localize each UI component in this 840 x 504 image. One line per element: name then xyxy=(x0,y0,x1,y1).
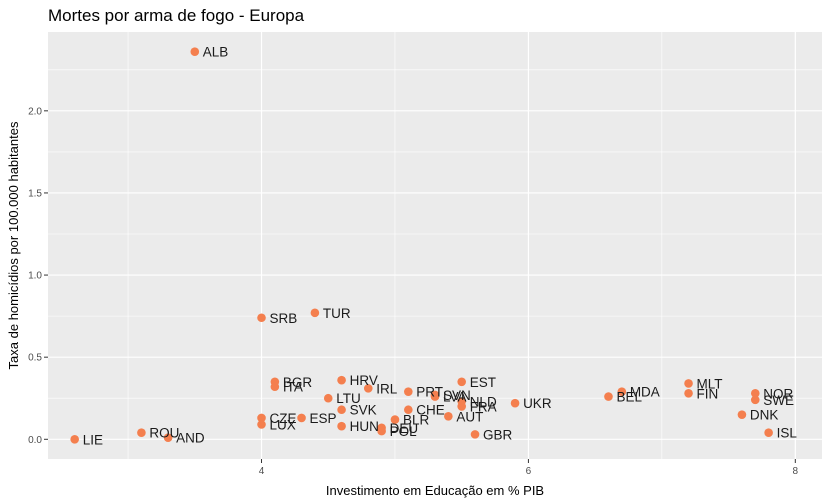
data-point-and xyxy=(163,433,173,442)
data-points xyxy=(70,47,773,444)
data-point-svk xyxy=(337,405,346,415)
point-label-aut: AUT xyxy=(456,409,483,424)
data-point-blr xyxy=(390,415,400,424)
point-label-svk: SVK xyxy=(350,403,377,418)
data-point-mda xyxy=(617,387,627,396)
point-label-mlt: MLT xyxy=(697,376,723,391)
data-point-esp xyxy=(297,413,306,423)
point-label-che: CHE xyxy=(416,403,445,418)
point-label-nor: NOR xyxy=(763,386,793,401)
minor-gridlines xyxy=(48,32,822,459)
point-label-and: AND xyxy=(176,431,205,446)
data-point-tur xyxy=(310,308,320,318)
data-point-ita xyxy=(270,382,280,392)
point-label-gbr: GBR xyxy=(483,427,513,442)
data-point-lva xyxy=(430,392,440,401)
data-point-irl xyxy=(363,384,373,393)
x-tick-label: 6 xyxy=(526,466,532,477)
chart-title: Mortes por arma de fogo - Europa xyxy=(48,6,305,25)
data-point-hun xyxy=(337,421,346,431)
point-label-nld: NLD xyxy=(470,395,497,410)
point-label-deu: DEU xyxy=(390,421,419,436)
data-point-che xyxy=(404,405,413,415)
point-label-swe: SWE xyxy=(763,393,794,408)
y-axis-title: Taxa de homicídios por 100.000 habitante… xyxy=(6,121,21,369)
data-point-fra xyxy=(457,402,466,411)
x-tick-label: 4 xyxy=(259,466,265,477)
point-label-irl: IRL xyxy=(376,381,398,396)
data-point-pol xyxy=(377,426,386,436)
y-tick-label: 0.0 xyxy=(28,435,42,446)
point-label-hrv: HRV xyxy=(350,373,378,388)
data-point-swe xyxy=(750,395,760,405)
y-tick-label: 2.0 xyxy=(28,106,42,117)
point-label-svn: SVN xyxy=(443,388,471,403)
y-tick-label: 1.0 xyxy=(28,271,42,282)
point-label-alb: ALB xyxy=(203,45,229,60)
data-point-ltu xyxy=(323,393,333,403)
data-point-ukr xyxy=(510,398,520,408)
point-label-rou: ROU xyxy=(149,426,179,441)
y-tick-label: 0.5 xyxy=(28,353,42,364)
data-point-fin xyxy=(684,389,693,398)
point-label-pol: POL xyxy=(390,424,418,439)
y-tick-label: 1.5 xyxy=(28,188,42,199)
point-label-bel: BEL xyxy=(616,390,642,405)
plot-panel xyxy=(48,32,822,459)
axis-ticks: 4 6 8 0.0 0.5 1.0 1.5 2.0 xyxy=(28,106,798,477)
point-label-lux: LUX xyxy=(270,418,296,433)
point-label-ita: ITA xyxy=(283,380,303,395)
data-point-aut xyxy=(444,412,453,421)
data-point-mlt xyxy=(684,379,693,388)
point-label-tur: TUR xyxy=(323,306,351,321)
data-point-lie xyxy=(70,434,79,444)
data-point-prt xyxy=(404,387,413,396)
data-point-rou xyxy=(137,428,146,438)
point-label-dnk: DNK xyxy=(750,408,779,423)
data-point-gbr xyxy=(470,430,480,439)
data-point-alb xyxy=(190,47,200,57)
point-label-cze: CZE xyxy=(270,411,297,426)
data-point-nor xyxy=(750,389,760,398)
point-label-esp: ESP xyxy=(310,411,337,426)
x-axis-title: Investimento em Educação em % PIB xyxy=(326,483,544,498)
point-label-fra: FRA xyxy=(470,399,497,414)
x-tick-label: 8 xyxy=(793,466,799,477)
major-gridlines xyxy=(48,32,822,459)
data-point-cze xyxy=(257,413,266,423)
point-label-bgr: BGR xyxy=(283,375,313,390)
point-label-blr: BLR xyxy=(403,413,430,428)
data-point-srb xyxy=(257,313,266,323)
point-label-ltu: LTU xyxy=(336,391,361,406)
data-point-bel xyxy=(604,392,613,401)
point-label-lva: LVA xyxy=(443,390,467,405)
point-label-lie: LIE xyxy=(83,432,103,447)
point-label-hun: HUN xyxy=(350,419,379,434)
point-label-prt: PRT xyxy=(416,385,443,400)
data-point-est xyxy=(457,377,466,387)
data-point-dnk xyxy=(737,410,747,419)
data-point-isl xyxy=(764,428,773,438)
point-label-ukr: UKR xyxy=(523,396,552,411)
point-label-fin: FIN xyxy=(697,386,719,401)
data-point-hrv xyxy=(337,375,346,385)
point-label-srb: SRB xyxy=(270,311,298,326)
point-label-mda: MDA xyxy=(630,385,660,400)
data-point-lux xyxy=(257,420,266,429)
point-label-est: EST xyxy=(470,375,496,390)
point-label-isl: ISL xyxy=(777,426,798,441)
